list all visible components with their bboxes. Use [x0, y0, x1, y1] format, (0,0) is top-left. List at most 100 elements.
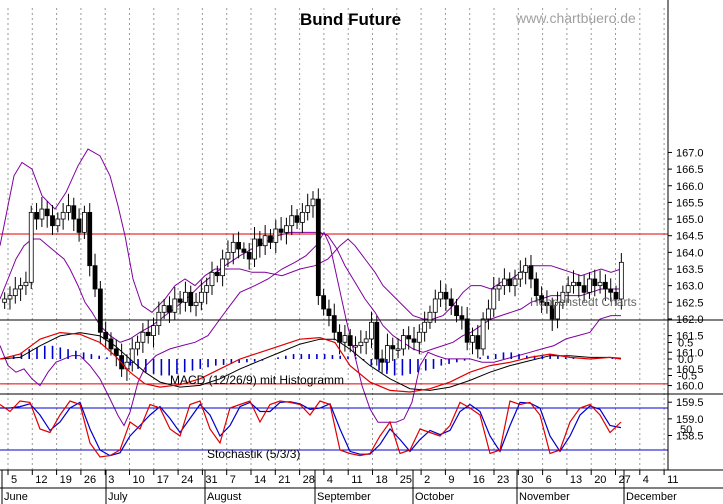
price-panel: [0, 148, 668, 427]
candle-body-43: [230, 241, 236, 253]
price-tick-label-1: 166.5: [676, 164, 704, 176]
candle-body-75: [400, 335, 406, 350]
candle-body-101: [539, 295, 544, 303]
candle-body-8: [44, 208, 50, 217]
candle-body-27: [145, 331, 151, 336]
x-tick-label-25: 27: [619, 474, 631, 486]
x-tick-label-13: 4: [327, 474, 333, 486]
candle-body-96: [512, 278, 518, 287]
price-tick-label-14: 160.0: [676, 381, 704, 393]
candle-body-76: [406, 335, 412, 340]
candle-body-64: [342, 335, 348, 343]
candle-body-41: [220, 258, 226, 277]
candle-body-31: [167, 305, 172, 313]
x-tick-label-16: 25: [400, 474, 412, 486]
x-axis: 5 12 19 26 3 10 17 24 31 7 14 21 28 4 11 18 25 2 9 16 23 30 6 1…: [1, 470, 679, 504]
candle-body-94: [501, 278, 507, 287]
candle-body-112: [597, 281, 603, 287]
candle-body-102: [544, 301, 550, 307]
candle-body-52: [278, 228, 284, 233]
macd-signal-line: [0, 332, 622, 391]
candle-body-29: [156, 311, 162, 327]
candle-body-69: [369, 321, 374, 340]
candle-body-99: [528, 265, 534, 280]
price-tick-label-10: 162.0: [676, 314, 704, 326]
x-tick-label-18: 9: [448, 474, 454, 486]
month-label-5: November: [519, 491, 570, 503]
candle-body-110: [587, 278, 592, 293]
stochastic-panel: [0, 400, 668, 458]
candle-body-37: [198, 291, 204, 303]
macd-panel: [0, 331, 622, 393]
x-tick-label-15: 18: [376, 474, 388, 486]
candle-body-79: [422, 321, 428, 333]
candle-body-54: [289, 215, 295, 227]
x-tick-label-21: 30: [521, 474, 533, 486]
candle-body-59: [315, 198, 321, 297]
macd-tick-label-1: 0.0: [678, 354, 693, 366]
candle-body-1: [7, 295, 13, 300]
candle-body-82: [438, 291, 443, 300]
x-tick-label-10: 14: [254, 474, 266, 486]
candle-body-44: [236, 241, 241, 250]
candle-body-35: [188, 291, 194, 307]
candle-body-92: [491, 288, 497, 310]
price-tick-label-8: 163.0: [676, 281, 704, 293]
candle-body-116: [618, 261, 624, 300]
candle-body-49: [262, 235, 268, 247]
candle-body-42: [225, 251, 231, 260]
candle-body-66: [353, 345, 358, 348]
candle-body-106: [565, 285, 571, 293]
x-tick-label-27: 11: [667, 474, 678, 486]
candle-body-7: [39, 208, 45, 220]
candle-body-73: [390, 345, 396, 350]
stoch-tick-label-0: 50: [680, 424, 692, 436]
candle-body-16: [87, 211, 93, 267]
candle-body-17: [92, 265, 98, 290]
candle-body-4: [23, 281, 29, 287]
candle-body-95: [507, 278, 513, 287]
x-tick-label-0: 5: [11, 474, 17, 486]
candle-body-18: [97, 288, 103, 333]
candle-body-83: [443, 291, 449, 300]
candle-body-55: [294, 215, 300, 223]
candle-body-80: [427, 311, 433, 323]
candle-body-93: [496, 285, 502, 290]
price-tick-label-17: 158.5: [676, 431, 704, 443]
x-tick-label-7: 24: [181, 474, 193, 486]
candle-body-56: [299, 211, 305, 223]
candle-body-9: [50, 215, 55, 227]
month-label-6: December: [626, 491, 677, 503]
x-tick-label-24: 20: [594, 474, 606, 486]
candle-body-74: [395, 348, 401, 351]
price-tick-label-7: 163.5: [676, 264, 704, 276]
candle-body-12: [66, 205, 71, 213]
price-tick-label-2: 166.0: [676, 181, 704, 193]
candle-body-48: [257, 238, 263, 247]
bollinger-lower: [0, 231, 621, 427]
candle-body-30: [161, 305, 167, 313]
candle-body-97: [517, 271, 523, 280]
stochastic-label: Stochastik (5/3/3): [207, 447, 300, 461]
price-tick-label-11: 161.5: [676, 331, 704, 343]
candle-body-40: [214, 271, 220, 277]
bollinger-middle: [0, 231, 621, 353]
candle-body-51: [273, 228, 279, 243]
price-tick-label-4: 165.0: [676, 214, 704, 226]
candle-body-13: [71, 205, 77, 220]
candle-body-5: [28, 211, 34, 283]
macd-tick-label-2: -0.5: [678, 371, 697, 383]
candle-body-70: [374, 321, 380, 360]
price-tick-label-12: 161.0: [676, 347, 704, 359]
candle-body-61: [326, 308, 332, 317]
x-tick-label-26: 4: [643, 474, 649, 486]
candle-body-89: [475, 335, 481, 350]
candle-body-105: [560, 291, 566, 303]
candle-body-53: [284, 225, 289, 233]
candle-body-57: [305, 205, 311, 213]
candle-body-36: [193, 301, 199, 307]
candle-body-113: [602, 281, 608, 290]
candle-body-2: [12, 288, 18, 297]
macd-line: [0, 331, 622, 393]
x-tick-label-6: 17: [157, 474, 169, 486]
